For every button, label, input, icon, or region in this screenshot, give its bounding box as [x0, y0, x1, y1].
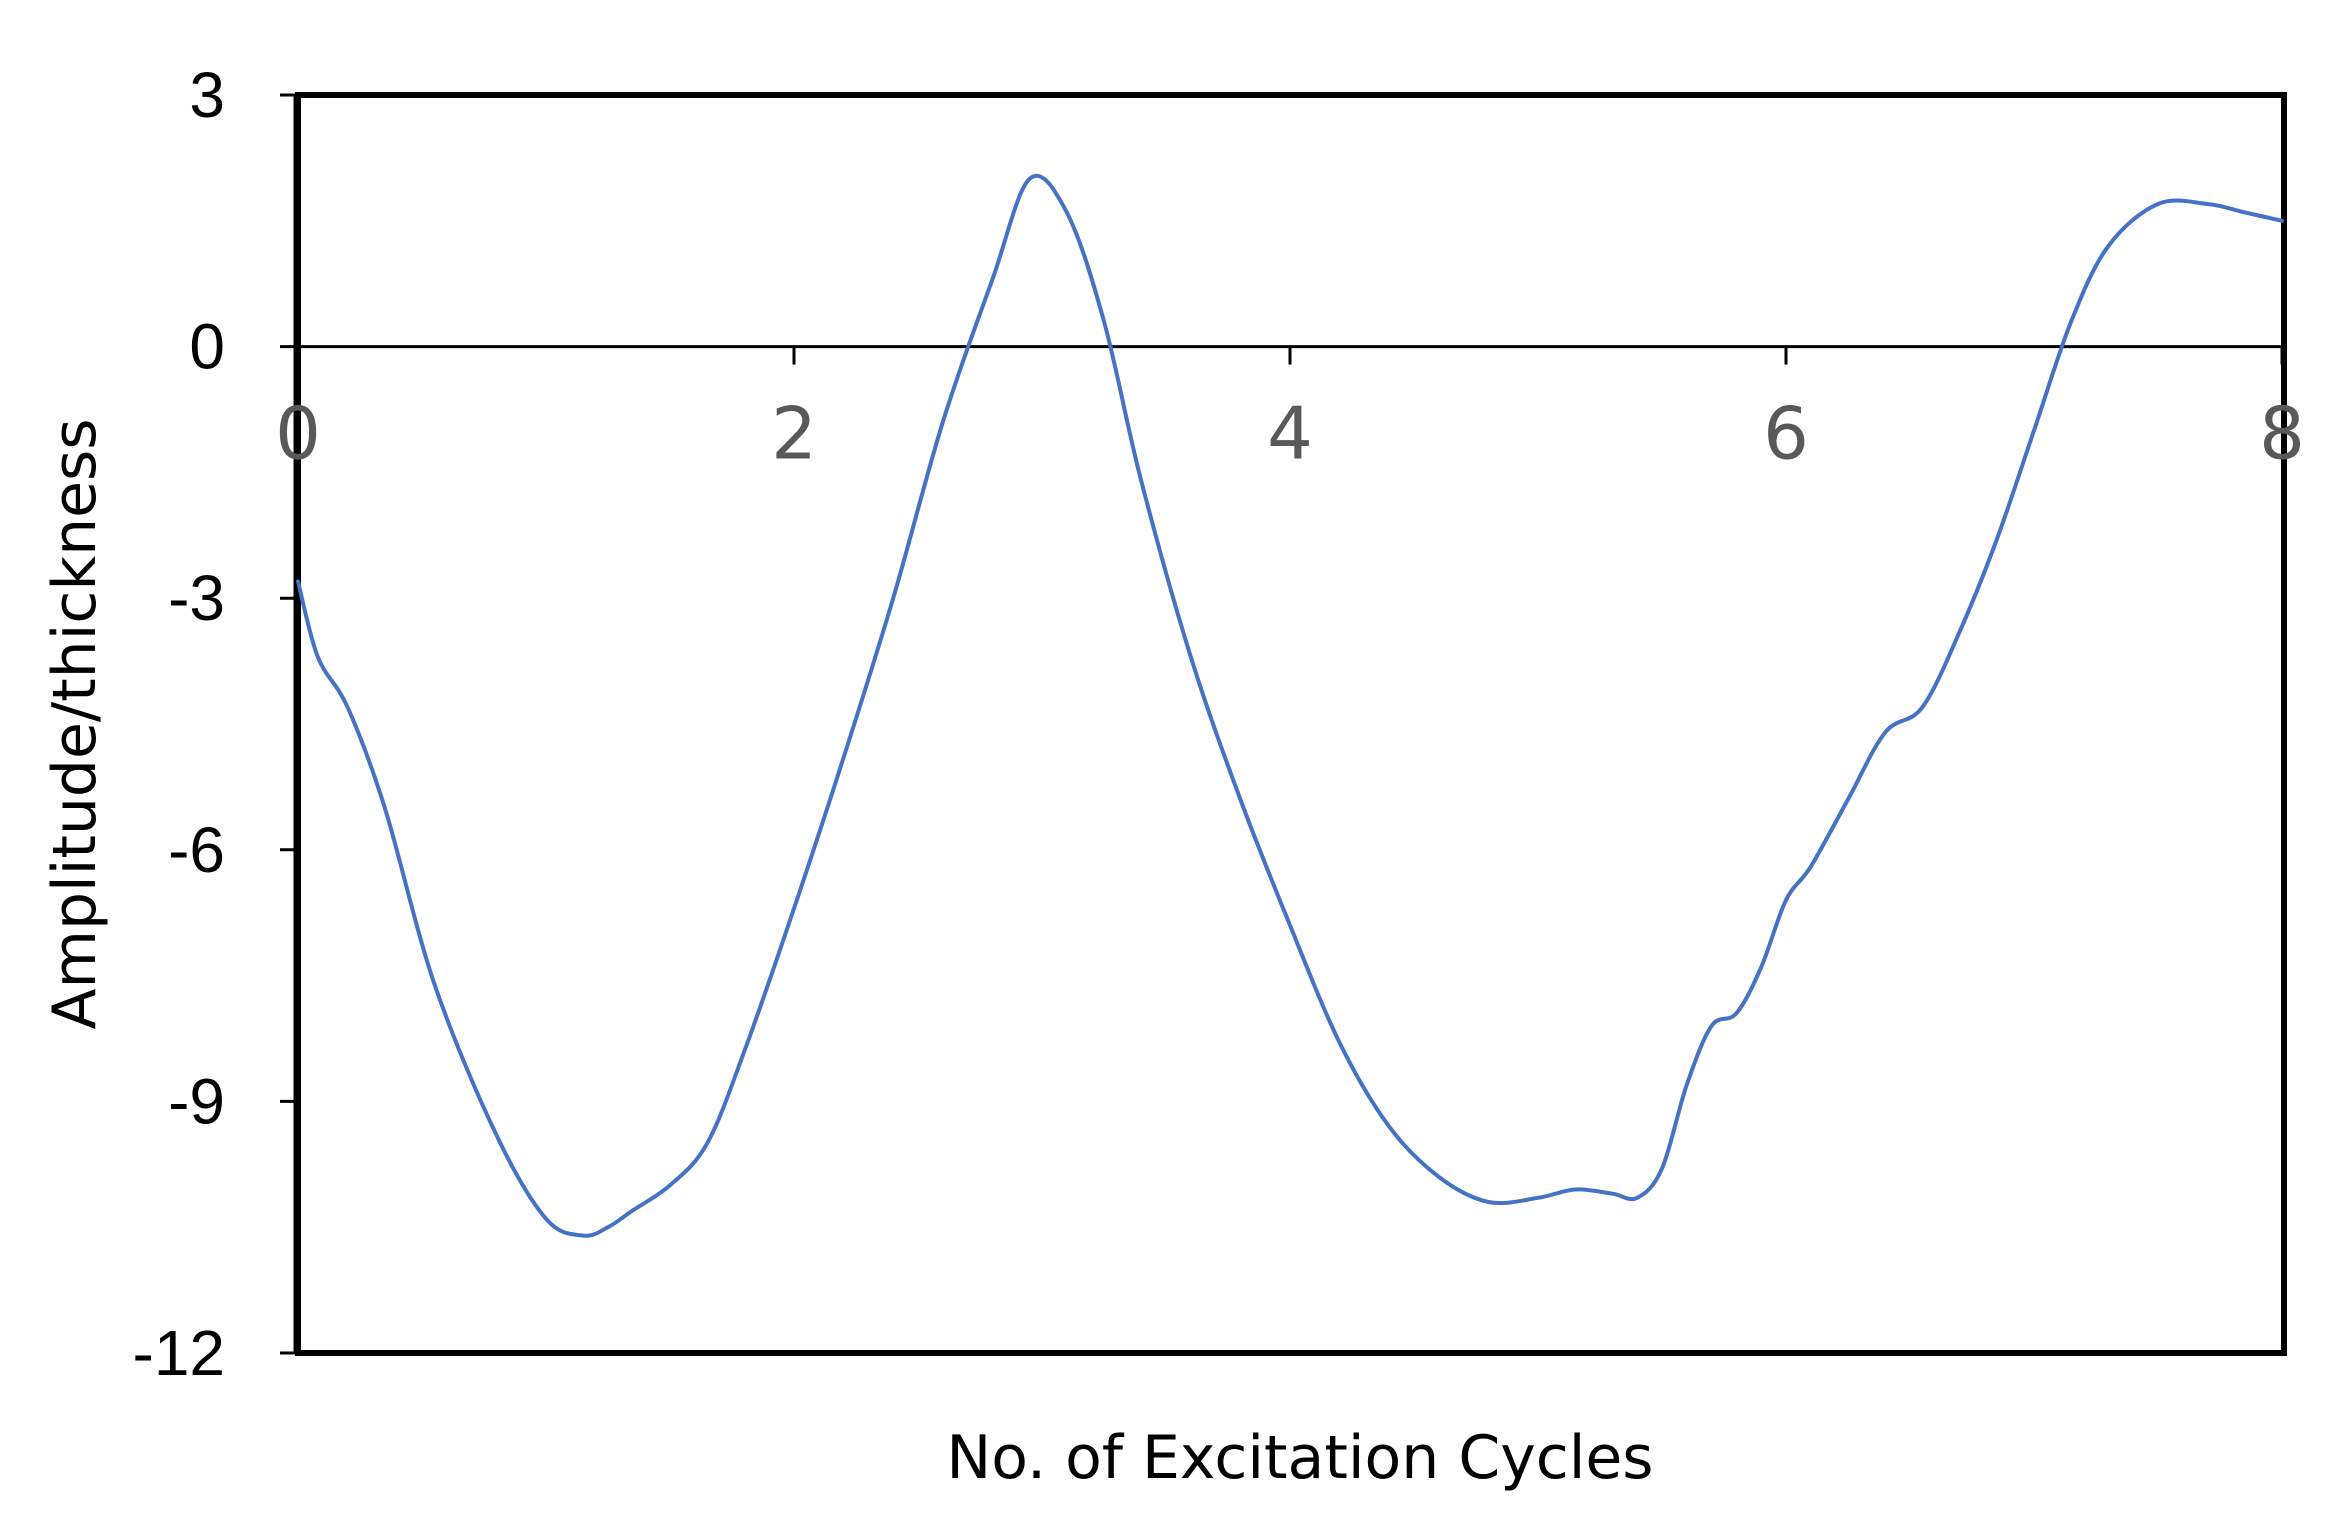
x-tick-label: 0	[275, 392, 321, 476]
plot-area-frame	[295, 92, 2287, 1356]
y-tick-label: -9	[168, 1065, 225, 1137]
x-axis-title: No. of Excitation Cycles	[946, 1423, 1653, 1493]
y-tick-group: 3 0 -3 -6 -9 -12	[133, 59, 298, 1389]
y-axis-title: Amplitude/thickness	[40, 418, 110, 1029]
x-tick-label: 8	[2259, 392, 2305, 476]
x-tick-group: 0 2 4 6 8	[275, 346, 2305, 476]
amplitude-series-line	[296, 173, 2284, 1238]
y-tick-label: -3	[168, 562, 225, 634]
y-tick-label: 3	[189, 59, 225, 131]
x-tick-label: 2	[771, 392, 817, 476]
x-tick-label: 6	[1763, 392, 1809, 476]
x-tick-label: 4	[1267, 392, 1313, 476]
y-tick-label: -12	[133, 1317, 226, 1389]
y-tick-label: 0	[189, 311, 225, 383]
y-tick-label: -6	[168, 814, 225, 886]
